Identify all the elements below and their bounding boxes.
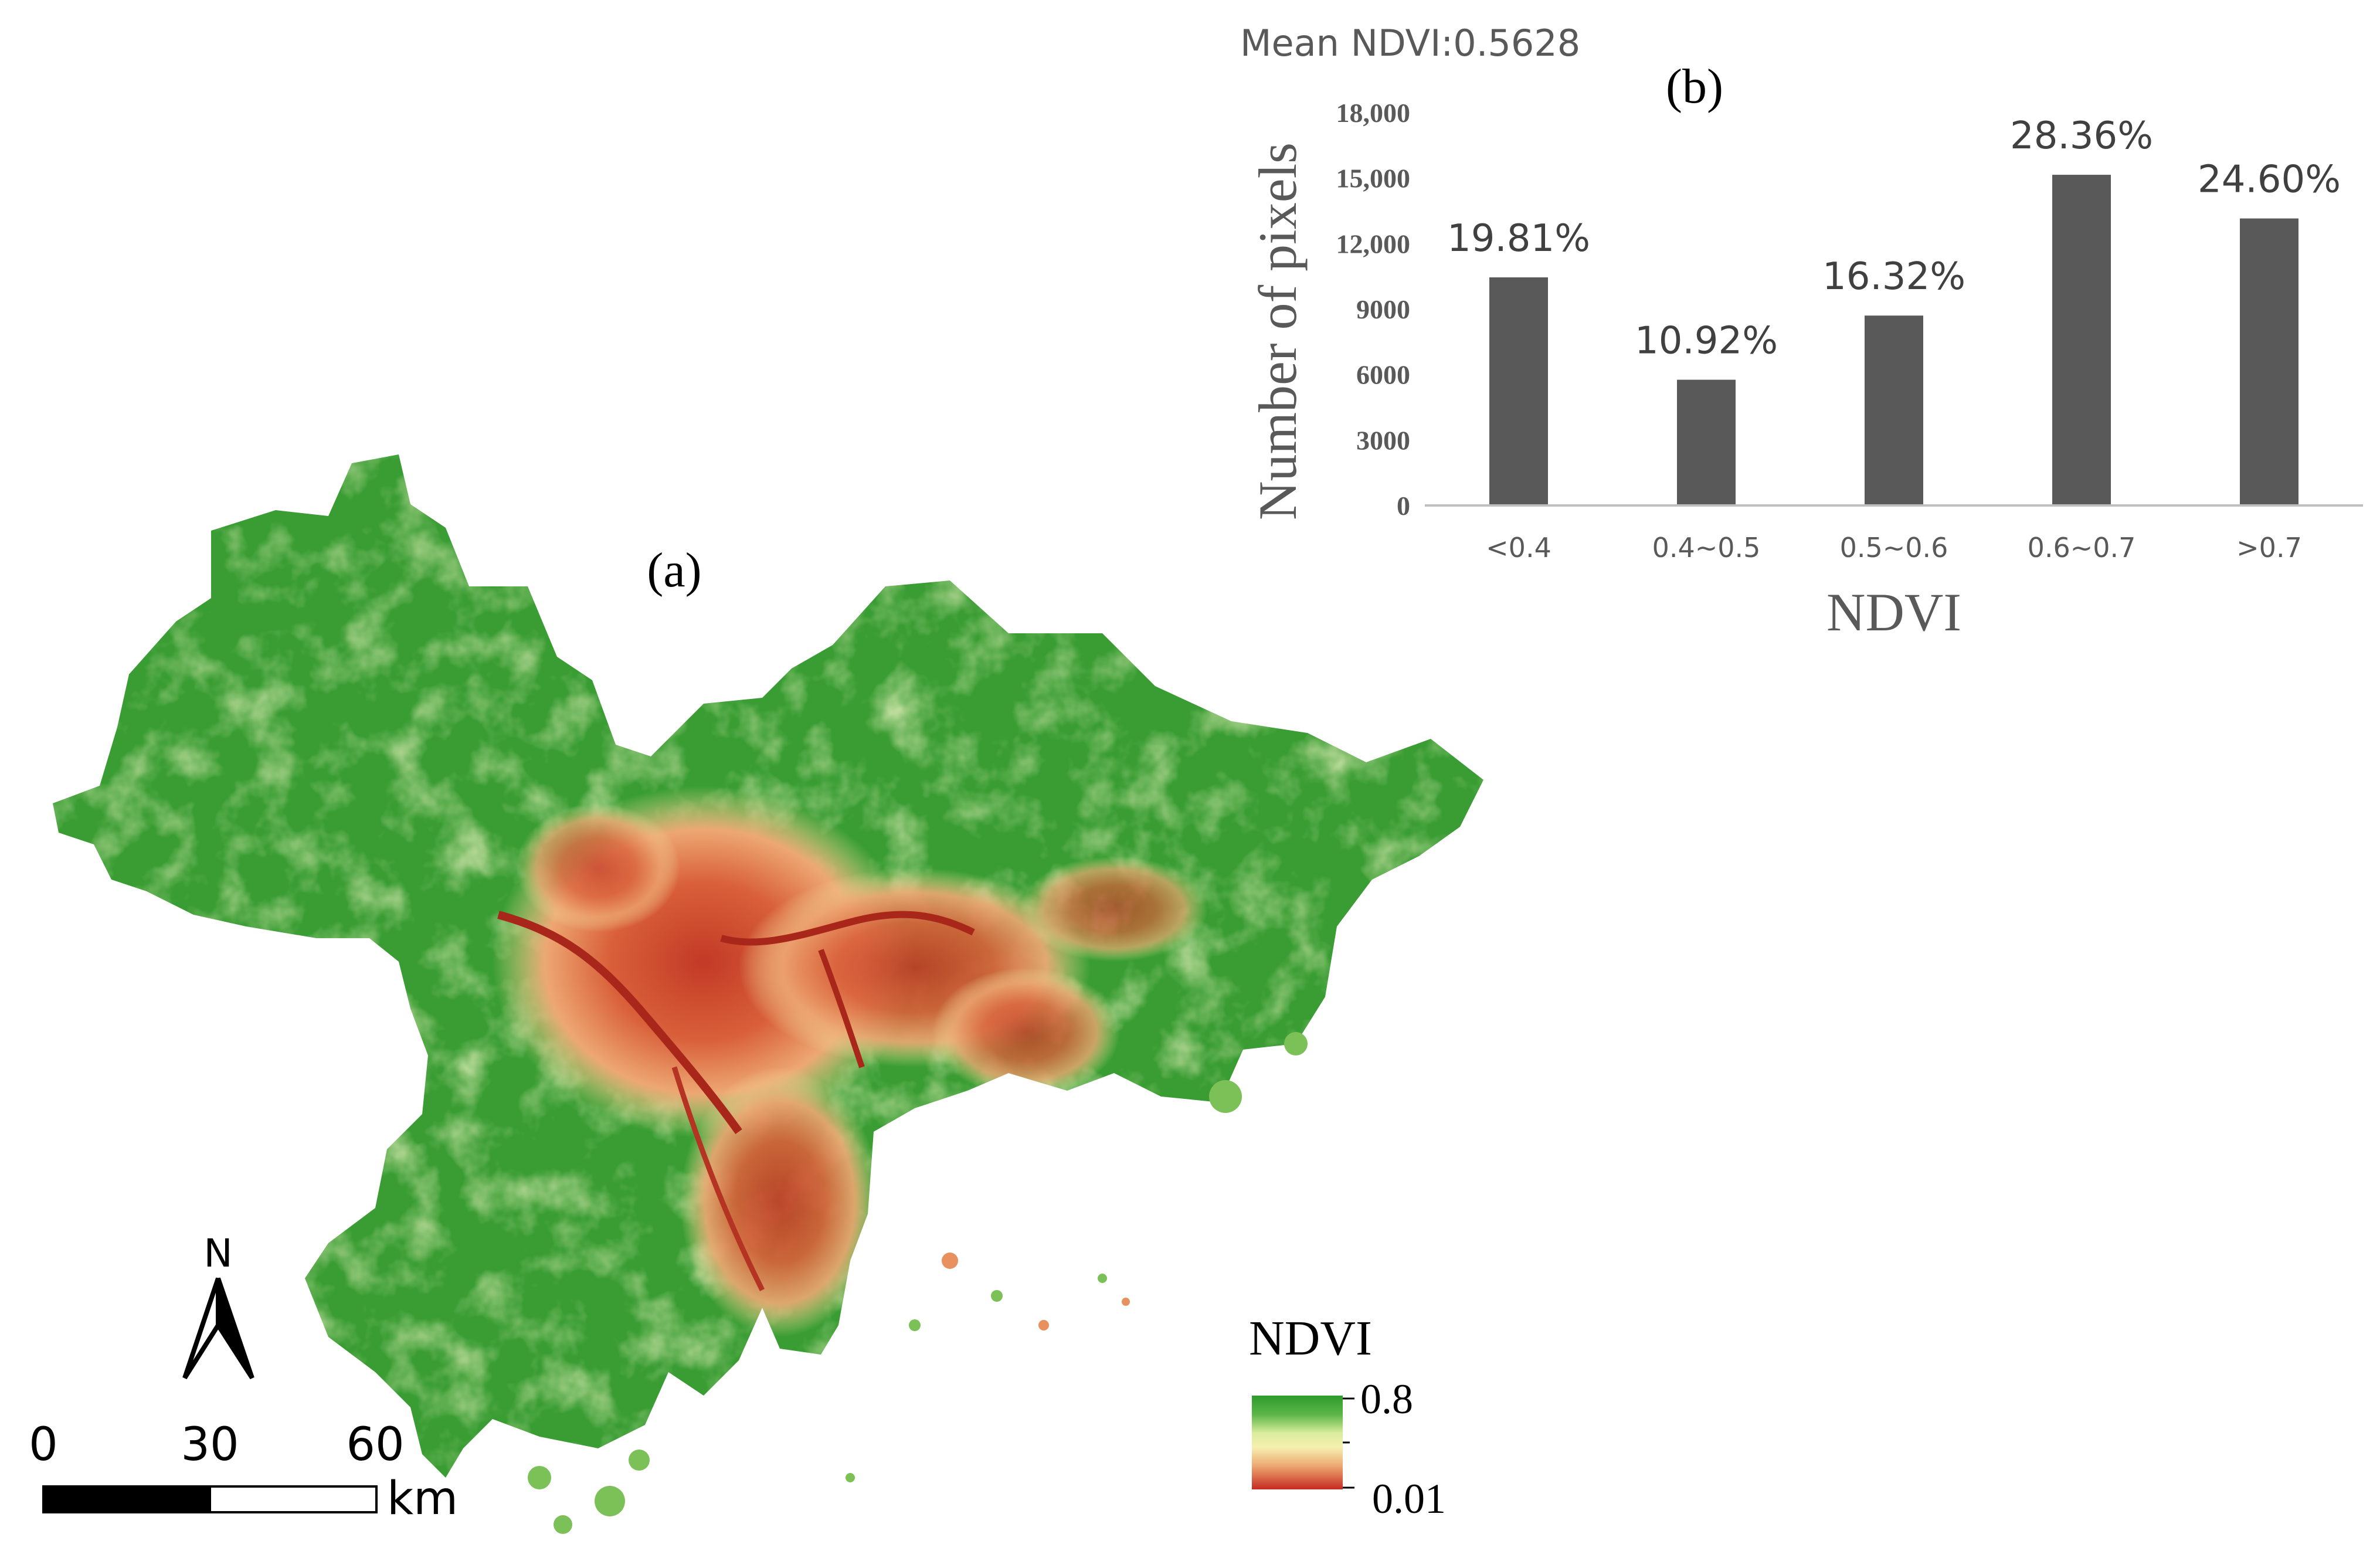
x-tick-label: <0.4 bbox=[1486, 532, 1551, 564]
y-tick-label: 6000 bbox=[1356, 360, 1410, 390]
y-tick-label: 0 bbox=[1397, 491, 1410, 521]
scale-tick-60: 60 bbox=[346, 1418, 404, 1471]
panel-a-label: (a) bbox=[647, 543, 701, 598]
panel-b-label: (b) bbox=[1666, 59, 1723, 114]
x-axis-title: NDVI bbox=[1826, 582, 1961, 642]
legend-color-ramp bbox=[1252, 1396, 1343, 1489]
north-arrow-right bbox=[216, 1277, 254, 1380]
x-tick-label: 0.5~0.6 bbox=[1840, 532, 1948, 564]
ndvi-legend: NDVI 0.8 0.01 bbox=[1249, 1311, 1446, 1522]
y-axis-title: Number of pixels bbox=[1248, 142, 1308, 520]
river bbox=[497, 911, 742, 1135]
scale-unit: km bbox=[387, 1472, 458, 1525]
y-tick-label: 9000 bbox=[1356, 294, 1410, 324]
y-tick-labels: 0 3000 6000 9000 12,000 15,000 18,000 bbox=[1336, 98, 1411, 521]
x-tick-labels: <0.4 0.4~0.5 0.5~0.6 0.6~0.7 >0.7 bbox=[1486, 532, 2302, 564]
islands bbox=[528, 1032, 1308, 1534]
legend-min-label: 0.01 bbox=[1372, 1475, 1446, 1522]
scale-bar-white bbox=[209, 1485, 378, 1513]
y-tick-label: 18,000 bbox=[1336, 98, 1411, 128]
x-tick-label: 0.4~0.5 bbox=[1652, 532, 1761, 564]
bar bbox=[2240, 218, 2298, 505]
bars bbox=[1489, 175, 2298, 505]
x-tick-label: 0.6~0.7 bbox=[2028, 532, 2136, 564]
bar-data-label: 24.60% bbox=[2198, 158, 2341, 202]
y-tick-label: 3000 bbox=[1356, 425, 1410, 455]
y-tick-label: 15,000 bbox=[1336, 164, 1411, 194]
scale-bar: 0 30 60 km bbox=[29, 1418, 458, 1525]
bar-data-label: 16.32% bbox=[1822, 255, 1965, 298]
scale-tick-30: 30 bbox=[181, 1418, 239, 1471]
north-label: N bbox=[203, 1231, 232, 1276]
bar-data-labels: 19.81% 10.92% 16.32% 28.36% 24.60% bbox=[1447, 114, 2341, 363]
y-tick-label: 12,000 bbox=[1336, 229, 1411, 259]
bar bbox=[1489, 277, 1548, 505]
x-tick-label: >0.7 bbox=[2236, 532, 2302, 564]
bar bbox=[1677, 379, 1736, 505]
mean-ndvi-text: Mean NDVI:0.5628 bbox=[1240, 22, 1580, 65]
bar bbox=[1865, 315, 1923, 505]
scale-tick-0: 0 bbox=[29, 1418, 58, 1471]
legend-max-label: 0.8 bbox=[1360, 1376, 1413, 1423]
bar bbox=[2052, 175, 2111, 505]
bar-data-label: 10.92% bbox=[1635, 320, 1778, 363]
legend-title: NDVI bbox=[1249, 1311, 1372, 1366]
north-arrow: N bbox=[182, 1231, 254, 1380]
bar-data-label: 28.36% bbox=[2010, 114, 2153, 158]
bar-data-label: 19.81% bbox=[1447, 217, 1590, 260]
